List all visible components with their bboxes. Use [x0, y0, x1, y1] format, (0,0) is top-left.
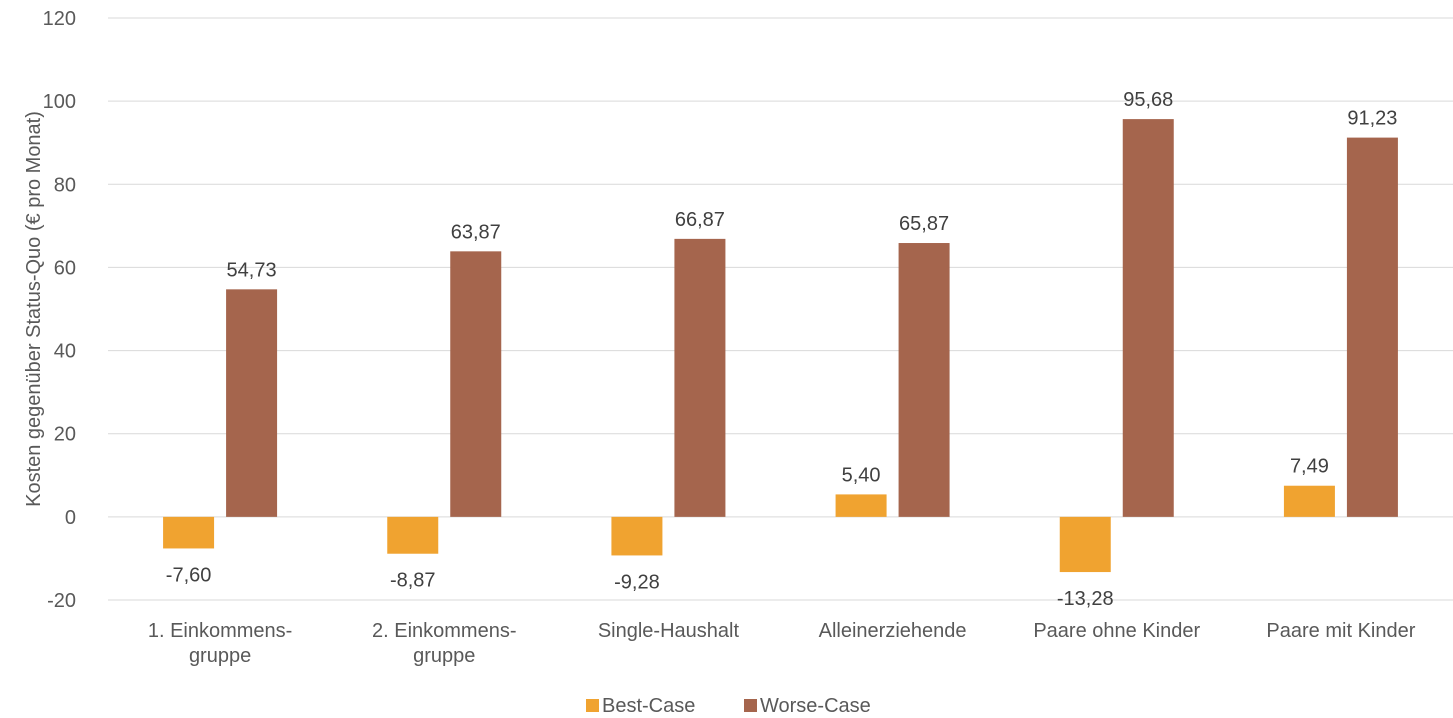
data-label: 63,87: [451, 221, 501, 243]
y-tick-label: 120: [43, 8, 76, 30]
legend: Best-Case Worse-Case: [586, 695, 871, 717]
data-label: 54,73: [227, 259, 277, 281]
bar-best-case: [1283, 485, 1335, 517]
data-label: 66,87: [675, 209, 725, 231]
y-tick-label: -20: [47, 590, 76, 612]
data-label: -9,28: [614, 571, 660, 593]
y-tick-label: 20: [54, 424, 76, 446]
legend-swatch-best-case: [586, 699, 599, 712]
bars: [163, 119, 1398, 573]
y-tick-label: 40: [54, 341, 76, 363]
data-label: -7,60: [166, 564, 212, 586]
y-tick-label: 100: [43, 91, 76, 113]
y-tick-label: 80: [54, 174, 76, 196]
bar-best-case: [387, 516, 439, 554]
category-label: Paare ohne Kinder: [1033, 620, 1200, 642]
bar-worse-case: [898, 243, 950, 517]
bar-worse-case: [674, 238, 726, 517]
category-label: Paare mit Kinder: [1266, 620, 1415, 642]
category-label: 1. Einkommens-: [148, 620, 293, 642]
legend-label: Best-Case: [602, 695, 695, 717]
bar-worse-case: [226, 289, 278, 517]
data-label: 65,87: [899, 213, 949, 235]
bar-worse-case: [1346, 137, 1398, 517]
legend-swatch-worse-case: [744, 699, 757, 712]
data-label: 95,68: [1123, 89, 1173, 111]
y-tick-label: 60: [54, 257, 76, 279]
bar-best-case: [163, 516, 215, 549]
bar-best-case: [611, 516, 663, 556]
y-axis-label: Kosten gegenüber Status-Quo (€ pro Monat…: [23, 111, 45, 507]
category-label: gruppe: [189, 645, 251, 667]
bar-best-case: [835, 494, 887, 517]
y-tick-label: 0: [65, 507, 76, 529]
gridlines: [108, 17, 1453, 601]
bar-worse-case: [450, 251, 502, 517]
category-label: Single-Haushalt: [598, 620, 740, 642]
data-label: 7,49: [1290, 456, 1329, 478]
x-axis-categories: 1. Einkommens-gruppe 2. Einkommens-gruppe…: [148, 620, 1416, 667]
category-label: 2. Einkommens-: [372, 620, 517, 642]
data-labels: -7,60 54,73 -8,87 63,87 -9,28 66,87 5,40 65,87 -…: [166, 89, 1398, 610]
data-label: -8,87: [390, 570, 436, 592]
category-label: gruppe: [413, 645, 475, 667]
category-label: Alleinerziehende: [819, 620, 967, 642]
data-label: 5,40: [842, 464, 881, 486]
y-axis-ticks: -20 0 20 40 60 80 100 120: [43, 8, 76, 612]
bar-worse-case: [1122, 119, 1174, 517]
data-label: -13,28: [1057, 588, 1114, 610]
bar-best-case: [1059, 516, 1111, 573]
legend-label: Worse-Case: [760, 695, 871, 717]
data-label: 91,23: [1347, 108, 1397, 130]
